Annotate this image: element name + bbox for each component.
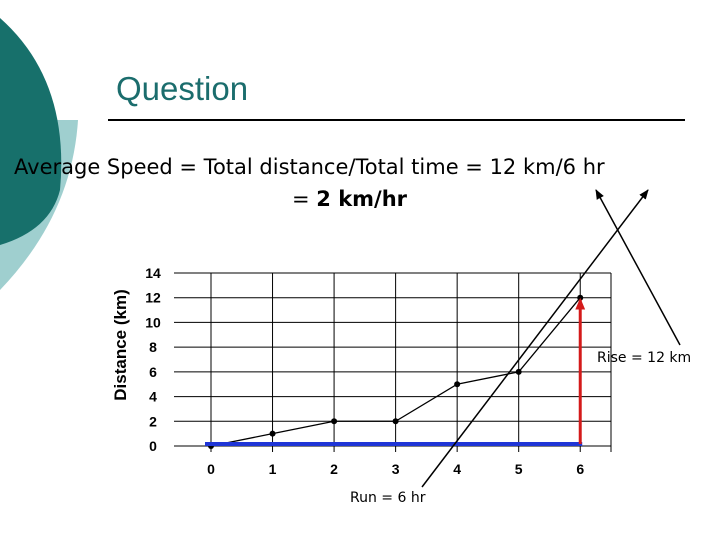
y-tick-label: 10 [145,314,161,330]
x-tick-labels: 0 1 2 3 4 5 6 [207,461,584,477]
data-point [331,418,338,425]
corner-dark-shape [0,18,62,245]
data-point [269,430,276,437]
formula-line-1: Average Speed = Total distance/Total tim… [14,155,605,179]
formula-result: 2 km/hr [316,187,408,211]
slide-title: Question [116,70,249,107]
y-axis-label: Distance (km) [111,289,130,400]
y-tick-label: 4 [149,389,157,405]
run-pointer-arrow [421,189,649,488]
x-tick-label: 4 [453,461,461,477]
title-underline [108,119,685,121]
data-point [454,381,461,388]
chart-grid [174,272,612,452]
x-tick-label: 6 [576,461,584,477]
x-tick-label: 5 [515,461,523,477]
x-tick-label: 3 [392,461,400,477]
y-tick-label: 6 [149,364,157,380]
rise-label: Rise = 12 km [597,350,691,366]
annotations: Rise = 12 km Run = 6 hr [205,189,691,506]
y-tick-label: 8 [149,339,157,355]
x-tick-label: 2 [330,461,338,477]
formula-line-2: = 2 km/hr [292,187,407,211]
y-tick-label: 2 [149,413,157,429]
y-tick-label: 0 [149,438,157,454]
run-label: Run = 6 hr [350,490,426,506]
x-tick-label: 1 [269,461,277,477]
data-point [515,368,522,375]
y-tick-labels: 0 2 4 6 8 10 12 14 [145,265,161,454]
rise-pointer-arrow [595,189,681,346]
formula-line-2-prefix: = [292,187,317,211]
x-tick-label: 0 [207,461,215,477]
y-tick-label: 14 [145,265,161,281]
data-point [392,418,399,425]
y-tick-label: 12 [145,290,161,306]
